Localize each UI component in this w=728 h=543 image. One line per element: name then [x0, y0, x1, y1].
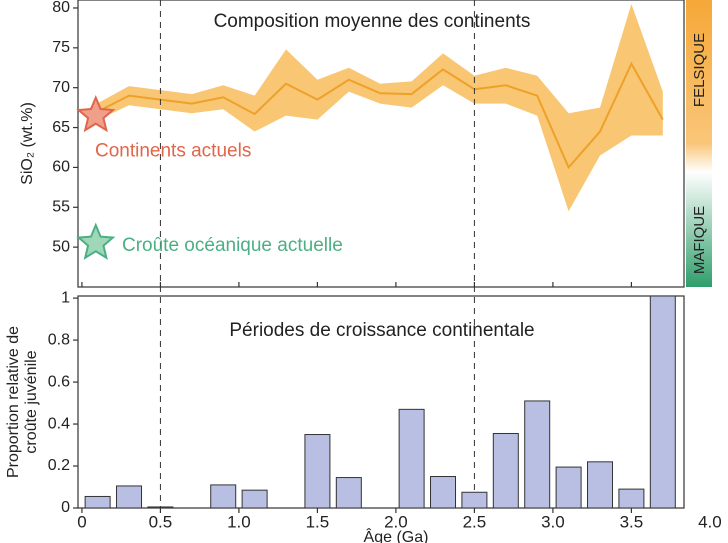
y-tick-label: 0.8: [48, 331, 70, 348]
error-band: [89, 3, 663, 212]
y-tick-label: 50: [52, 238, 70, 255]
plot-frame: [77, 0, 685, 288]
color-scale: [686, 0, 712, 287]
bar: [210, 484, 237, 509]
y-tick-label: 55: [52, 198, 70, 215]
scale-label: MAFIQUE: [691, 206, 708, 274]
line: [89, 61, 664, 170]
bar: [84, 495, 111, 509]
point-label: Continents actuels: [95, 141, 251, 162]
scale-label: FELSIQUE: [691, 33, 708, 107]
plot-frame: [77, 295, 685, 509]
bar: [335, 477, 362, 509]
bar: [587, 461, 614, 509]
x-axis-label: Âge (Ga): [364, 527, 429, 543]
bar: [116, 485, 143, 509]
y-tick-label: 75: [52, 39, 70, 56]
x-tick-label: 0: [77, 512, 86, 531]
y-tick-label: 0: [61, 499, 70, 516]
marker: [76, 222, 116, 260]
bar: [524, 400, 551, 509]
point-label: Croûte océanique actuelle: [122, 235, 343, 256]
marker: [76, 94, 116, 133]
x-tick-label: 3.0: [541, 512, 565, 531]
bar: [461, 491, 488, 509]
x-tick-label: 4.0: [698, 512, 722, 531]
y-axis-label: Proportion relative de: [5, 326, 22, 478]
chart-title: Composition moyenne des continents: [214, 11, 531, 32]
x-tick-label: 2.0: [384, 512, 408, 531]
y-tick-label: 0.4: [48, 415, 70, 432]
y-tick-label: 70: [52, 79, 70, 96]
x-tick-label: 3.5: [620, 512, 644, 531]
bar: [649, 295, 676, 509]
bar: [147, 506, 174, 509]
y-axis-label: croûte juvénile: [23, 350, 40, 453]
chart-title: Périodes de croissance continentale: [229, 320, 534, 341]
y-tick-label: 80: [52, 0, 70, 16]
bar: [430, 476, 457, 509]
y-tick-label: 1: [61, 289, 70, 306]
bar: [304, 434, 331, 509]
bar: [618, 488, 645, 509]
x-tick-label: 1.0: [227, 512, 251, 531]
x-tick-label: 2.5: [463, 512, 487, 531]
y-tick-label: 0.2: [48, 457, 70, 474]
bar: [492, 432, 519, 509]
bar: [555, 466, 582, 509]
x-tick-label: 0.5: [149, 512, 173, 531]
y-tick-label: 0.6: [48, 373, 70, 390]
y-tick-label: 60: [52, 159, 70, 176]
bar: [241, 489, 268, 509]
y-axis-label: SiO₂ (wt.%): [19, 102, 36, 185]
bar: [398, 408, 425, 509]
y-tick-label: 65: [52, 119, 70, 136]
x-tick-label: 1.5: [306, 512, 330, 531]
